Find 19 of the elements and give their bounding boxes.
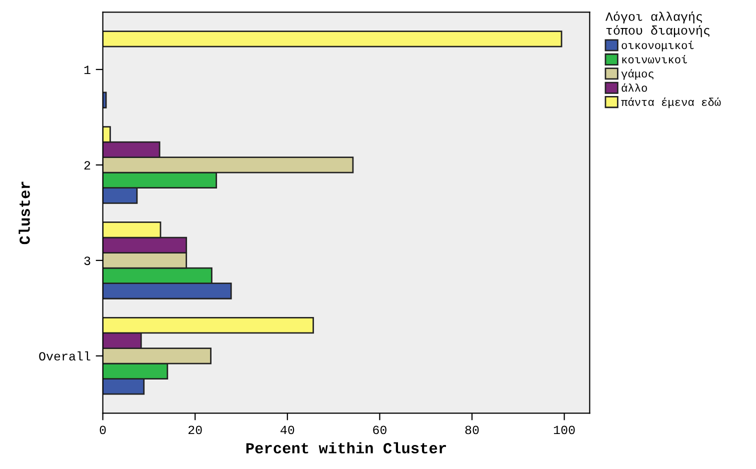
- x-tick-label: 100: [554, 426, 575, 434]
- legend-label: οικονομικοί: [622, 40, 694, 52]
- y-tick-label: 2: [84, 161, 90, 170]
- x-tick-label: 20: [188, 426, 202, 434]
- bar: [102, 30, 562, 48]
- x-tick-label: 0: [100, 426, 106, 434]
- x-axis-title: Percent within Cluster: [246, 442, 446, 454]
- legend-label: κοινωνικοί: [622, 54, 688, 64]
- legend-label: άλλο: [622, 83, 647, 92]
- y-tick-label: Overall: [39, 351, 90, 361]
- legend-label: πάντα έμενα εδώ: [621, 98, 721, 108]
- y-tick-label: 3: [84, 256, 90, 266]
- y-axis-title: Cluster: [18, 182, 30, 244]
- y-tick-label: 1: [84, 66, 90, 74]
- x-tick-label: 60: [373, 426, 386, 434]
- x-tick-label: 80: [465, 426, 479, 434]
- x-tick-label: 40: [280, 426, 294, 434]
- legend-title: Λόγοι αλλαγής τόπου διαμονής: [606, 11, 710, 38]
- legend-label: γάμος: [621, 69, 654, 80]
